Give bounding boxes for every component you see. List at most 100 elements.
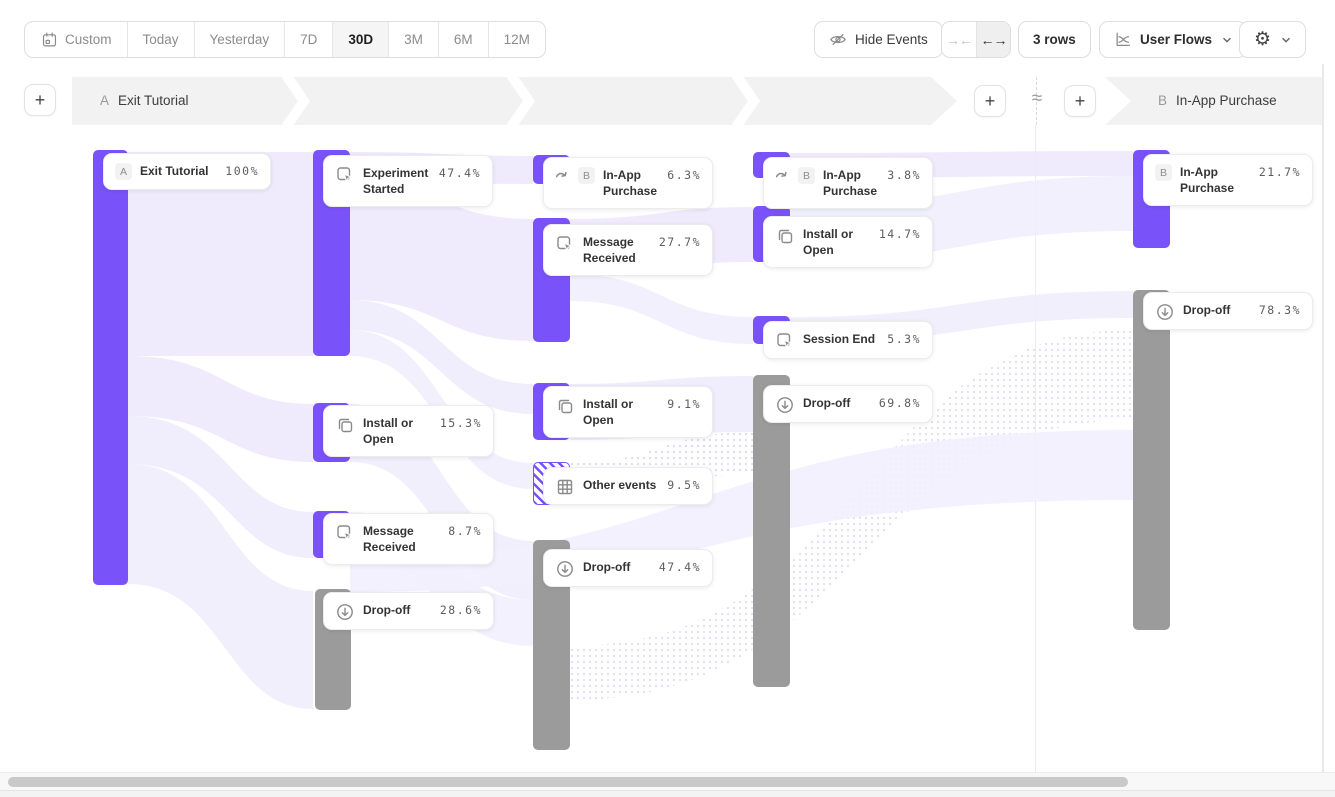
horizontal-scrollbar-thumb[interactable] <box>8 777 1128 787</box>
add-step-button-mid-left[interactable]: + <box>974 85 1006 117</box>
date-range-yesterday[interactable]: Yesterday <box>193 22 285 57</box>
calendar-icon <box>40 31 58 49</box>
step-b-badge: B <box>1155 164 1172 181</box>
step-b-title[interactable]: B In-App Purchase <box>1158 93 1277 108</box>
node-label: Other events <box>583 478 657 492</box>
date-range-12m[interactable]: 12M <box>487 22 545 57</box>
event-icon <box>775 331 795 350</box>
rows-button[interactable]: 3 rows <box>1018 21 1091 58</box>
collapse-columns-button[interactable]: →← <box>946 31 973 48</box>
step-a-badge: A <box>115 163 132 180</box>
node-card-in-app-purchase-b[interactable]: B In-App Purchase 21.7% <box>1143 154 1313 206</box>
vertical-scrollbar[interactable] <box>1322 64 1324 772</box>
collapse-expand-toggle: →← ←→ <box>941 21 1011 58</box>
chevron-down-icon <box>1281 36 1291 44</box>
hide-events-label: Hide Events <box>855 32 928 47</box>
date-range-3m[interactable]: 3M <box>388 22 438 57</box>
node-label: In-App Purchase <box>1180 165 1235 195</box>
date-range-7d[interactable]: 7D <box>284 22 332 57</box>
settings-button[interactable]: ⚙ <box>1239 21 1307 58</box>
view-label: User Flows <box>1140 32 1213 47</box>
step-b-badge: B <box>578 167 595 184</box>
node-percent: 14.7% <box>878 227 921 241</box>
date-range-custom[interactable]: Custom <box>25 22 127 57</box>
event-icon <box>555 234 575 253</box>
bar-dropoff-b[interactable] <box>1133 290 1170 630</box>
node-percent: 47.4% <box>658 560 701 574</box>
date-range-label: Custom <box>65 32 112 47</box>
node-label: Drop-off <box>1183 303 1231 317</box>
horizontal-scrollbar-track[interactable] <box>0 772 1335 791</box>
dropoff-icon <box>335 602 355 620</box>
date-range-today[interactable]: Today <box>126 22 194 57</box>
node-card-message-received-3[interactable]: Message Received 27.7% <box>543 224 713 276</box>
node-label: Install or Open <box>363 416 414 446</box>
node-percent: 15.3% <box>439 416 482 430</box>
event-icon <box>335 523 355 542</box>
hide-events-button[interactable]: Hide Events <box>814 21 943 58</box>
chevron-down-icon <box>1222 36 1232 44</box>
node-percent: 8.7% <box>448 524 482 538</box>
node-label: In-App Purchase <box>823 168 878 198</box>
goal-arrow-icon <box>555 167 570 183</box>
node-card-install-or-open-3[interactable]: Install or Open 9.1% <box>543 386 713 438</box>
bar-dropoff-4[interactable] <box>753 375 790 687</box>
node-label: Drop-off <box>583 560 631 574</box>
date-range-picker: Custom Today Yesterday 7D 30D 3M 6M 12M <box>24 21 546 58</box>
rows-label: 3 rows <box>1033 32 1076 47</box>
copy-icon <box>775 226 795 244</box>
node-card-session-end[interactable]: Session End 5.3% <box>763 321 933 359</box>
step-a-letter: A <box>100 93 110 108</box>
node-percent: 5.3% <box>887 332 921 346</box>
date-range-30d[interactable]: 30D <box>332 22 389 57</box>
node-card-dropoff-b[interactable]: Drop-off 78.3% <box>1143 292 1313 330</box>
copy-icon <box>555 396 575 414</box>
dropoff-icon <box>775 395 795 413</box>
node-percent: 28.6% <box>439 603 482 617</box>
node-label: Session End <box>803 332 876 346</box>
grid-icon <box>555 477 575 495</box>
node-card-dropoff-4[interactable]: Drop-off 69.8% <box>763 385 933 423</box>
node-card-in-app-purchase-4[interactable]: B In-App Purchase 3.8% <box>763 157 933 209</box>
toolbar: Custom Today Yesterday 7D 30D 3M 6M 12M … <box>0 0 1335 64</box>
node-percent: 6.3% <box>667 168 701 182</box>
date-range-6m[interactable]: 6M <box>437 22 488 57</box>
step-a-title[interactable]: A Exit Tutorial <box>100 93 189 108</box>
add-step-button-mid-right[interactable]: + <box>1064 85 1096 117</box>
node-percent: 78.3% <box>1258 303 1301 317</box>
step-b-name: In-App Purchase <box>1176 93 1277 108</box>
node-label: Message Received <box>363 524 416 554</box>
expand-columns-button[interactable]: ←→ <box>976 22 1010 57</box>
node-label: Message Received <box>583 235 636 265</box>
add-step-button-left[interactable]: + <box>24 84 56 116</box>
approx-symbol: ≈ <box>1031 88 1043 109</box>
flows-chart-icon <box>1114 31 1132 49</box>
event-icon <box>335 165 355 184</box>
node-label: In-App Purchase <box>603 168 658 198</box>
node-card-install-or-open-4[interactable]: Install or Open 14.7% <box>763 216 933 268</box>
node-percent: 9.5% <box>667 478 701 492</box>
node-percent: 9.1% <box>667 397 701 411</box>
node-label: Exit Tutorial <box>140 164 209 178</box>
node-label: Install or Open <box>803 227 854 257</box>
goal-arrow-icon <box>775 167 790 183</box>
step-band-a <box>72 77 957 125</box>
node-label: Install or Open <box>583 397 634 427</box>
node-label: Drop-off <box>803 396 851 410</box>
node-card-install-or-open-2[interactable]: Install or Open 15.3% <box>323 405 494 457</box>
node-card-exit-tutorial[interactable]: A Exit Tutorial 100% <box>103 153 271 190</box>
node-card-dropoff-2[interactable]: Drop-off 28.6% <box>323 592 494 630</box>
step-a-name: Exit Tutorial <box>118 93 189 108</box>
bar-exit-tutorial[interactable] <box>93 150 128 585</box>
step-b-badge: B <box>798 167 815 184</box>
node-card-dropoff-3[interactable]: Drop-off 47.4% <box>543 549 713 587</box>
node-card-other-events[interactable]: Other events 9.5% <box>543 467 713 505</box>
view-selector[interactable]: User Flows <box>1099 21 1248 58</box>
dropoff-icon <box>1155 302 1175 320</box>
node-percent: 69.8% <box>878 396 921 410</box>
node-card-experiment-started[interactable]: Experiment Started 47.4% <box>323 155 493 207</box>
bottom-strip <box>0 791 1335 797</box>
node-card-message-received-2[interactable]: Message Received 8.7% <box>323 513 494 565</box>
node-card-in-app-purchase-3[interactable]: B In-App Purchase 6.3% <box>543 157 713 209</box>
